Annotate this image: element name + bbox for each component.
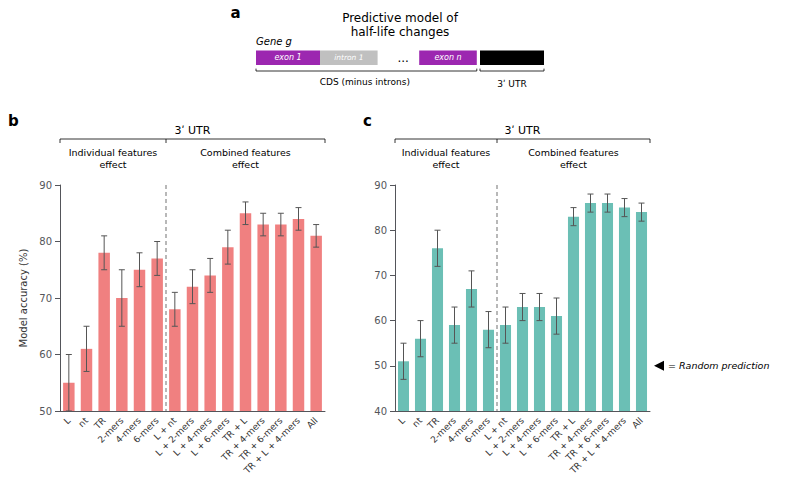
svg-text:2-mers: 2-mers: [428, 415, 458, 445]
svg-text:90: 90: [39, 180, 52, 191]
svg-text:40: 40: [374, 406, 387, 417]
svg-text:90: 90: [374, 180, 387, 191]
svg-text:nt: nt: [76, 415, 90, 429]
svg-text:exon n: exon n: [434, 53, 461, 62]
svg-text:L + nt: L + nt: [482, 415, 509, 442]
svg-text:TR + L + 4-mers: TR + L + 4-mers: [241, 415, 302, 476]
svg-text:Predictive model of: Predictive model of: [342, 11, 458, 25]
svg-text:TR: TR: [92, 415, 108, 431]
svg-text:60: 60: [374, 315, 387, 326]
svg-text:TR + L + 4-mers: TR + L + 4-mers: [567, 415, 628, 476]
svg-text:c: c: [363, 112, 372, 130]
svg-text:4-mers: 4-mers: [445, 415, 475, 445]
svg-text:3ʹ UTR: 3ʹ UTR: [497, 79, 526, 89]
svg-text:a: a: [230, 4, 240, 22]
svg-text:80: 80: [374, 225, 387, 236]
svg-text:L + 4-mers: L + 4-mers: [171, 415, 214, 458]
svg-text:Individual features: Individual features: [69, 147, 158, 158]
svg-text:b: b: [8, 112, 19, 130]
svg-text:effect: effect: [560, 159, 587, 170]
svg-text:effect: effect: [232, 159, 259, 170]
svg-text:70: 70: [39, 293, 52, 304]
svg-text:effect: effect: [99, 159, 126, 170]
svg-text:All: All: [630, 415, 645, 430]
svg-text:L + 4-mers: L + 4-mers: [500, 415, 543, 458]
svg-text:All: All: [305, 415, 320, 430]
svg-text:effect: effect: [432, 159, 459, 170]
svg-text:3ʹ UTR: 3ʹ UTR: [175, 124, 211, 137]
svg-text:50: 50: [374, 360, 387, 371]
svg-text:L + nt: L + nt: [151, 415, 179, 442]
svg-text:L + 2-mers: L + 2-mers: [153, 415, 196, 458]
svg-text:TR + 4-mers: TR + 4-mers: [219, 415, 267, 463]
svg-text:TR + L: TR + L: [220, 415, 249, 444]
svg-text:L + 6-mers: L + 6-mers: [517, 415, 560, 458]
svg-text:CDS (minus introns): CDS (minus introns): [320, 77, 410, 87]
svg-text:...: ...: [397, 51, 408, 65]
svg-text:70: 70: [374, 270, 387, 281]
svg-text:Gene g: Gene g: [256, 36, 292, 47]
svg-text:L: L: [62, 415, 73, 426]
svg-text:exon 1: exon 1: [274, 53, 301, 62]
svg-text:intron 1: intron 1: [334, 53, 363, 62]
svg-text:Combined features: Combined features: [200, 147, 291, 158]
svg-text:Model accuracy (%): Model accuracy (%): [18, 249, 29, 348]
svg-text:6-mers: 6-mers: [462, 415, 492, 445]
svg-text:2-mers: 2-mers: [95, 415, 126, 445]
svg-text:TR + 6-mers: TR + 6-mers: [563, 415, 611, 463]
svg-text:60: 60: [39, 349, 52, 360]
svg-text:half-life changes: half-life changes: [351, 25, 450, 39]
svg-text:Combined features: Combined features: [528, 147, 619, 158]
svg-text:L + 6-mers: L + 6-mers: [189, 415, 232, 458]
svg-text:= Random prediction: = Random prediction: [668, 360, 769, 371]
svg-text:3ʹ UTR: 3ʹ UTR: [505, 124, 541, 137]
svg-text:L: L: [396, 415, 407, 426]
svg-text:L + 2-mers: L + 2-mers: [483, 415, 526, 458]
svg-text:TR + 4-mers: TR + 4-mers: [546, 415, 594, 463]
svg-text:TR: TR: [425, 415, 441, 431]
svg-text:TR + L: TR + L: [548, 415, 577, 444]
svg-text:80: 80: [39, 236, 52, 247]
svg-text:6-mers: 6-mers: [131, 415, 161, 445]
svg-text:nt: nt: [410, 415, 424, 429]
svg-text:Individual features: Individual features: [402, 147, 491, 158]
svg-text:TR + 6-mers: TR + 6-mers: [237, 415, 285, 463]
svg-text:50: 50: [39, 406, 52, 417]
svg-text:4-mers: 4-mers: [113, 415, 143, 445]
